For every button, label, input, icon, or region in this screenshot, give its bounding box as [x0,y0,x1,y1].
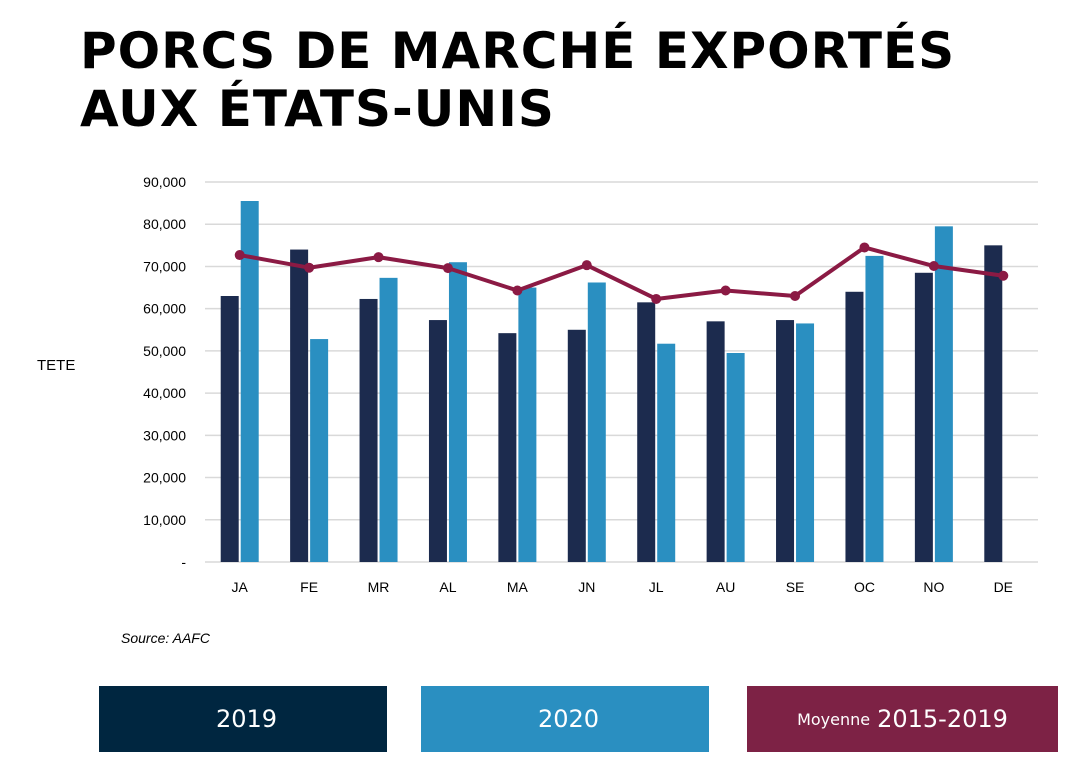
chart-title-line-2: AUX ÉTATS-UNIS [80,80,555,138]
x-tick-label: AL [439,579,456,595]
average-point [373,252,384,263]
bar-2020 [379,277,398,562]
bar-2020 [934,226,953,563]
average-line [239,245,1004,301]
bar-2019 [290,249,309,563]
average-point [512,285,523,296]
average-point [859,242,870,253]
bar-2019 [845,291,864,562]
average-point [998,270,1009,281]
bar-2020 [796,323,815,562]
y-tick-label: 40,000 [143,385,186,401]
x-tick-label: OC [854,579,875,595]
bar-2019 [706,321,725,562]
legend-item-2019: 2019 [99,686,387,752]
x-tick-label: MA [507,579,529,595]
bar-2020 [240,201,259,562]
average-point [234,250,245,261]
average-point [720,285,731,296]
bar-2020 [726,353,745,562]
bar-2019 [359,298,378,562]
x-tick-label: JA [232,579,249,595]
average-point [442,263,453,274]
bar-2019 [776,320,795,562]
y-tick-label: 60,000 [143,301,186,317]
y-tick-label: - [181,554,186,570]
x-tick-label: DE [994,579,1013,595]
x-tick-label: MR [368,579,390,595]
x-tick-label: JL [649,579,664,595]
chart-title: PORCS DE MARCHÉ EXPORTÉS AUX ÉTATS-UNIS [80,22,955,138]
y-tick-label: 50,000 [143,343,186,359]
bar-2020 [657,343,676,562]
y-tick-label: 80,000 [143,216,186,232]
y-axis-label: TETE [37,357,76,374]
y-tick-label: 20,000 [143,470,186,486]
y-tick-label: 70,000 [143,258,186,274]
legend-prefix: Moyenne [797,709,871,729]
average-point [581,260,592,271]
chart-title-line-1: PORCS DE MARCHÉ EXPORTÉS [80,22,956,80]
bar-2019 [498,333,517,562]
legend-label: 2015-2019 [877,705,1008,733]
legend-label: 2020 [537,705,600,733]
x-tick-label: FE [300,579,318,595]
y-tick-label: 10,000 [143,512,186,528]
bar-2019 [914,272,933,562]
bar-2020 [448,262,467,562]
average-point [790,291,801,301]
bar-2019 [220,296,239,562]
legend-item-average: Moyenne 2015-2019 [747,686,1058,752]
bar-2019 [637,302,656,562]
y-tick-label: 90,000 [143,174,186,190]
bar-2020 [587,282,606,562]
bar-2020 [518,287,537,562]
y-tick-label: 30,000 [143,427,186,443]
x-tick-label: JN [578,579,595,595]
average-point [304,262,315,273]
legend-label: 2019 [215,705,278,733]
source-note: Source: AAFC [121,630,210,646]
x-tick-label: AU [716,579,735,595]
average-point [928,261,939,272]
legend-item-2020: 2020 [421,686,709,752]
bar-2019 [428,320,447,562]
bar-2020 [865,255,884,562]
average-point [651,293,662,304]
bar-2019 [984,245,1003,563]
x-tick-label: SE [786,579,805,595]
x-tick-label: NO [923,579,944,595]
bar-2020 [310,339,329,562]
bar-2019 [567,329,586,562]
